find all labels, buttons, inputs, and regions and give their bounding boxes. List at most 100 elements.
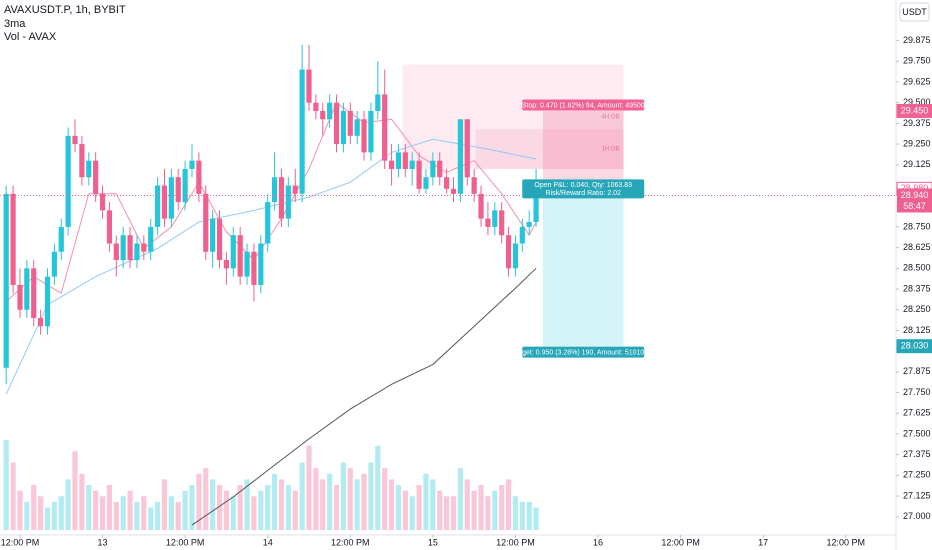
volume-bar [86, 485, 92, 530]
currency-button[interactable]: USDT [899, 2, 930, 22]
y-tick-label: 28.750 [903, 221, 931, 231]
volume-bar [354, 479, 360, 530]
stop-label: Stop: 0.470 (1.62%) 94, Amount: 49500 [522, 102, 645, 109]
indicator-label: Vol - AVAX [4, 31, 57, 43]
volume-bar [251, 496, 257, 530]
candle-body [471, 177, 477, 194]
candle-body [51, 251, 57, 277]
volume-bar [450, 496, 457, 530]
volume-bar [327, 473, 333, 530]
volume-bar [3, 440, 9, 530]
candle-body [430, 160, 436, 178]
stop-zone [542, 110, 624, 189]
y-tick-label: 29.875 [903, 35, 931, 45]
y-tick-label: 29.500 [903, 97, 931, 107]
volume-bar [368, 462, 374, 530]
candle-body [58, 226, 64, 252]
volume-bar [375, 445, 381, 530]
candle-body [368, 110, 374, 153]
candle-body [354, 119, 360, 136]
volume-bar [292, 490, 298, 530]
volume-bar [210, 479, 216, 530]
candle-body [361, 119, 367, 153]
volume-bar [416, 485, 422, 530]
volume-bar [17, 490, 23, 530]
bar-countdown: 58:47 [903, 201, 926, 211]
candle-body [120, 235, 126, 261]
volume-bar [265, 485, 271, 530]
y-tick-label: 27.750 [903, 387, 931, 397]
volume-bar [244, 479, 250, 530]
volume-bar [65, 479, 71, 530]
candle-body [478, 193, 484, 219]
volume-bar [24, 501, 30, 530]
volume-bar [478, 485, 484, 530]
x-tick-label: 17 [758, 537, 768, 547]
moving-average [5, 138, 537, 395]
candle-body [113, 243, 119, 261]
candle-body [79, 144, 85, 178]
y-tick-label: 27.625 [903, 408, 931, 418]
volume-bar [320, 479, 326, 530]
volume-bar [340, 462, 346, 530]
candle-body [499, 210, 505, 236]
candle-body [320, 110, 326, 120]
volume-bar [437, 490, 443, 530]
volume-bar [382, 468, 388, 530]
order-block-zone [476, 129, 624, 169]
entry-label-box [522, 179, 645, 199]
candle-body [141, 243, 147, 252]
volume-bar [512, 496, 519, 530]
y-tick-label: 27.500 [903, 428, 931, 438]
candle-body [464, 119, 470, 178]
y-tick-label: 28.625 [903, 242, 931, 252]
volume-bar [99, 496, 106, 530]
moving-average [191, 267, 537, 526]
y-tick-label: 27.875 [903, 366, 931, 376]
candle-body [161, 185, 168, 219]
volume-bar [444, 496, 450, 530]
candle-body [292, 185, 298, 194]
zone-label: 4H OB [601, 114, 619, 120]
candle-body [10, 193, 16, 285]
currency-button-label[interactable]: USDT [902, 7, 927, 17]
candle-body [106, 210, 113, 244]
candle-body [333, 102, 340, 145]
volume-bar [51, 501, 57, 530]
candle-body [168, 177, 174, 219]
candle-body [99, 193, 106, 211]
volume-bar [79, 473, 85, 530]
candle-body [86, 160, 92, 178]
volume-bar [423, 473, 429, 530]
candle-body [533, 195, 539, 222]
candle-body [382, 94, 388, 161]
indicator-label: 3ma [4, 18, 26, 30]
candle-body [388, 160, 395, 169]
candle-body [230, 235, 236, 269]
currency-button-frame[interactable] [899, 2, 930, 22]
volume-bar [333, 485, 340, 530]
y-tick-label: 28.375 [903, 283, 931, 293]
candle-body [278, 177, 285, 219]
candle-body [196, 160, 202, 194]
y-tick-label: 27.375 [903, 449, 931, 459]
x-tick-label: 12:00 PM [661, 537, 700, 547]
volume-bar [120, 496, 126, 530]
candle-body [375, 94, 381, 111]
volume-bar [299, 462, 305, 530]
volume-bar [216, 485, 223, 530]
volume-bar [148, 507, 154, 530]
volume-bar [113, 501, 119, 530]
candle-body [251, 251, 257, 285]
volume-bar [347, 468, 353, 530]
volume-bar [492, 490, 498, 530]
candle-body [3, 193, 9, 368]
entry-label: Open P&L: 0.040, Qty: 1063.83 [534, 182, 632, 189]
volume-bar [38, 496, 44, 530]
volume-bar [141, 496, 147, 530]
volume-bar [457, 468, 463, 530]
x-tick-label: 12:00 PM [331, 537, 370, 547]
y-tick-label: 28.250 [903, 304, 931, 314]
